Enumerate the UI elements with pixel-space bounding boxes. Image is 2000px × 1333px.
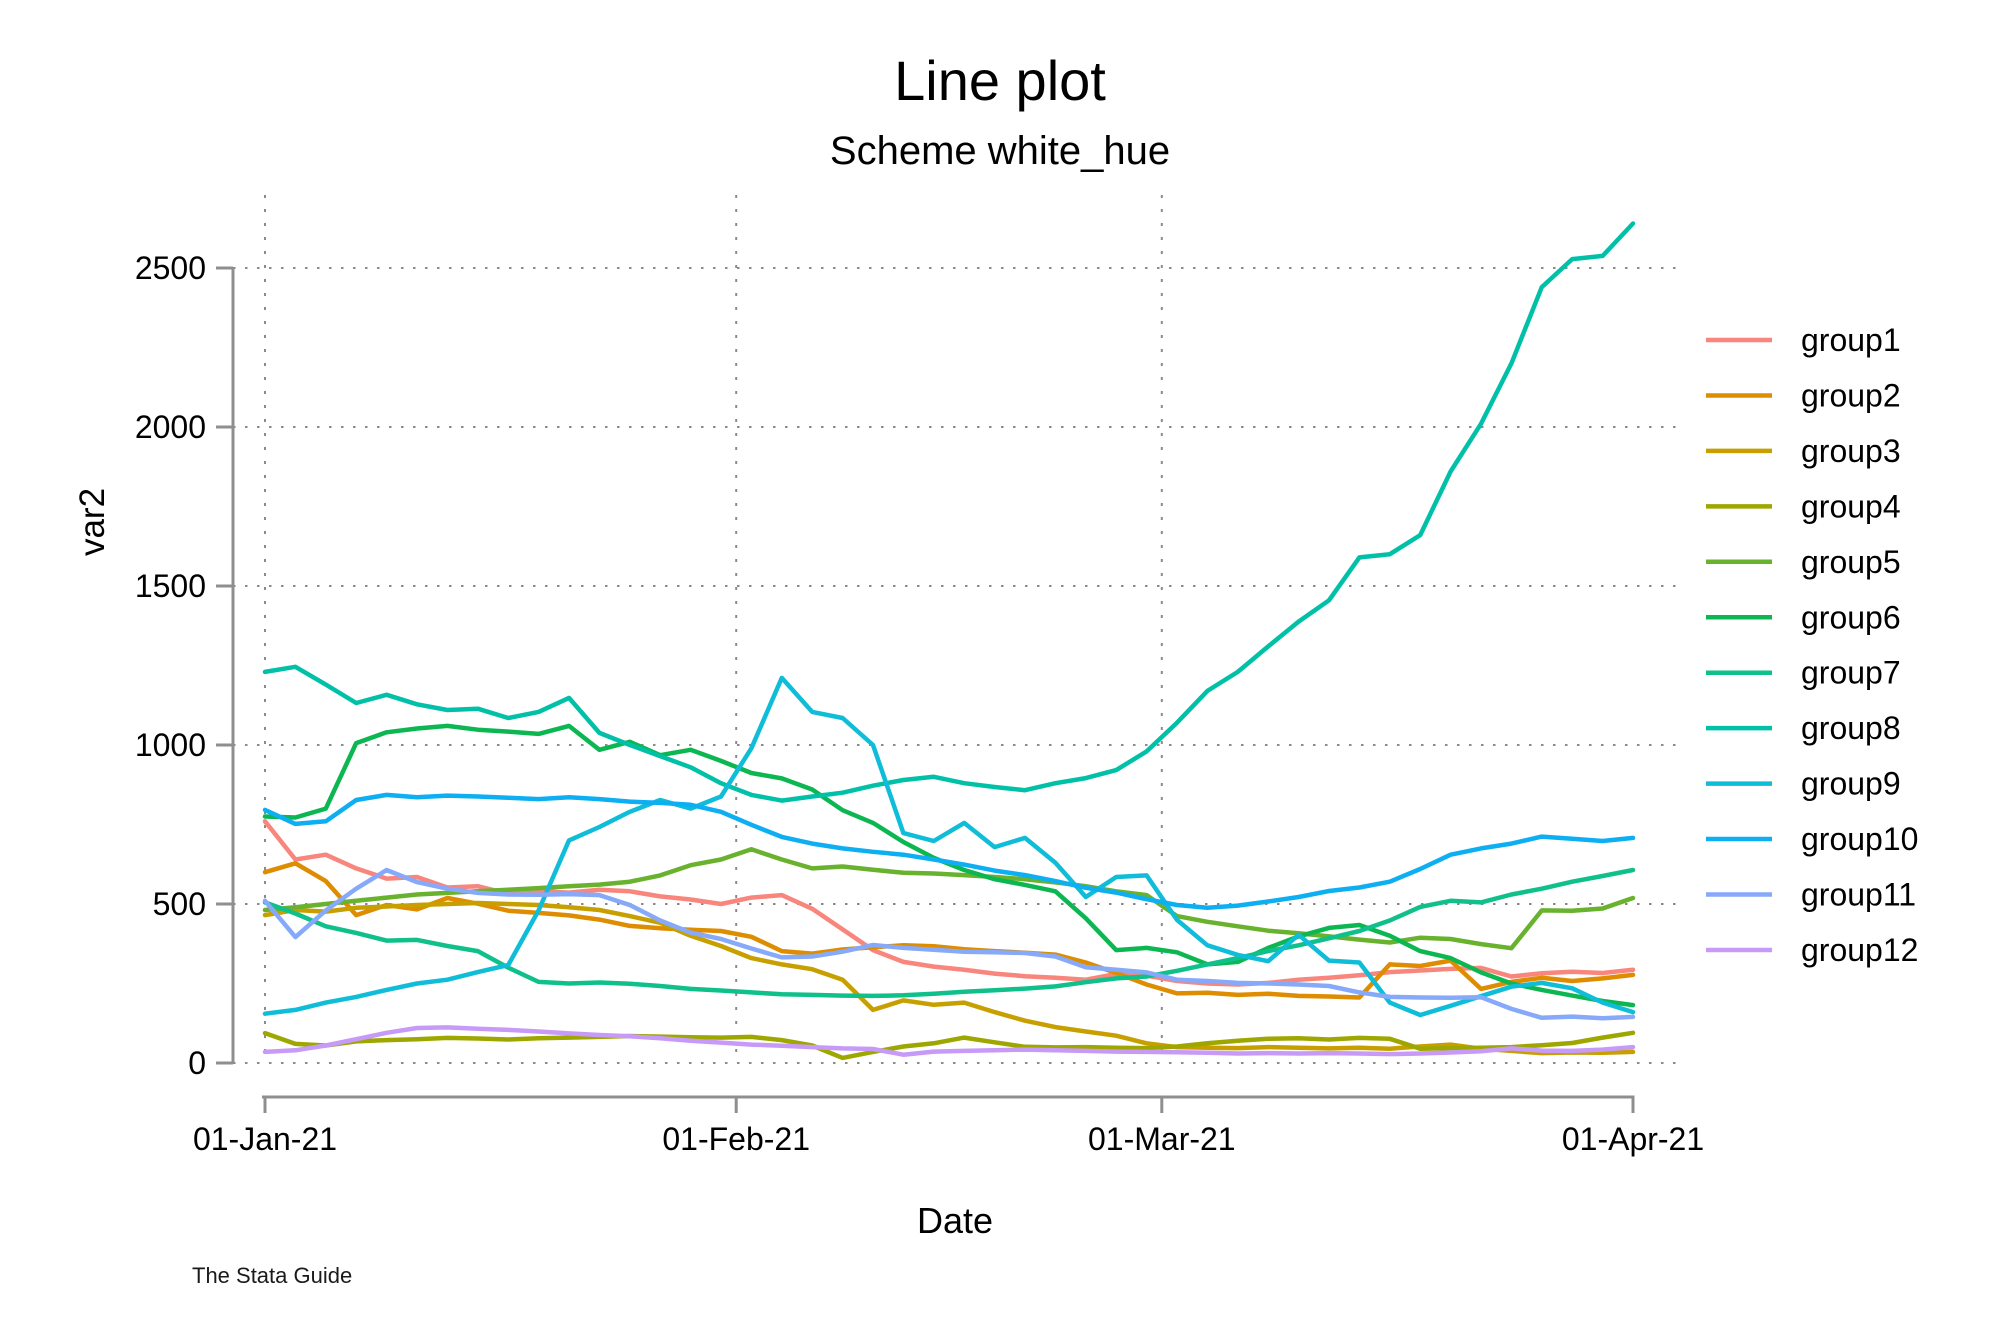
legend-label-group6: group6 [1801, 599, 1901, 635]
x-tick-label: 01-Mar-21 [1088, 1121, 1236, 1157]
series-line-group10 [262, 792, 1636, 911]
legend-item-group4: group4 [1706, 488, 1901, 524]
series-line-group9 [262, 675, 1636, 1018]
y-tick-label: 1500 [135, 568, 206, 604]
y-axis-label: var2 [73, 487, 112, 557]
y-tick-label: 2500 [135, 250, 206, 286]
series-line-group2 [262, 861, 1636, 1000]
page-title: Line plot [894, 49, 1106, 112]
legend-label-group1: group1 [1801, 322, 1901, 358]
legend-item-group2: group2 [1706, 377, 1901, 413]
x-tick-label: 01-Jan-21 [193, 1121, 337, 1157]
legend-item-group8: group8 [1706, 710, 1901, 746]
legend-label-group2: group2 [1801, 377, 1901, 413]
y-tick-label: 500 [153, 886, 206, 922]
series-line-group12 [262, 1025, 1636, 1057]
legend-item-group5: group5 [1706, 544, 1901, 580]
legend-item-group9: group9 [1706, 766, 1901, 802]
legend-item-group1: group1 [1706, 322, 1901, 358]
legend-label-group7: group7 [1801, 655, 1901, 691]
legend-label-group9: group9 [1801, 766, 1901, 802]
y-tick-label: 0 [188, 1045, 206, 1081]
x-axis-label: Date [916, 1200, 994, 1241]
legend-item-group3: group3 [1706, 433, 1901, 469]
series-line-group7 [262, 867, 1636, 999]
legend-item-group10: group10 [1706, 821, 1918, 857]
legend-item-group7: group7 [1706, 655, 1901, 691]
page-subtitle: Scheme white_hue [829, 129, 1171, 173]
watermark-text: The Stata Guide [192, 1263, 353, 1288]
legend-label-group12: group12 [1801, 932, 1918, 968]
x-tick-label: 01-Apr-21 [1562, 1121, 1704, 1157]
legend-label-group5: group5 [1801, 544, 1901, 580]
legend-item-group11: group11 [1706, 877, 1916, 913]
series-line-group5 [262, 847, 1636, 951]
series-line-group3 [262, 900, 1636, 1056]
legend-label-group11: group11 [1801, 877, 1916, 913]
y-tick-label: 1000 [135, 727, 206, 763]
legend-label-group3: group3 [1801, 433, 1901, 469]
series-line-group8 [262, 221, 1636, 803]
x-tick-label: 01-Feb-21 [662, 1121, 810, 1157]
legend-label-group10: group10 [1801, 821, 1918, 857]
series-line-group11 [262, 867, 1636, 1021]
y-tick-label: 2000 [135, 409, 206, 445]
legend-item-group12: group12 [1706, 932, 1918, 968]
series-line-group4 [262, 1030, 1636, 1061]
legend-label-group4: group4 [1801, 488, 1901, 524]
legend-label-group8: group8 [1801, 710, 1901, 746]
legend-item-group6: group6 [1706, 599, 1901, 635]
